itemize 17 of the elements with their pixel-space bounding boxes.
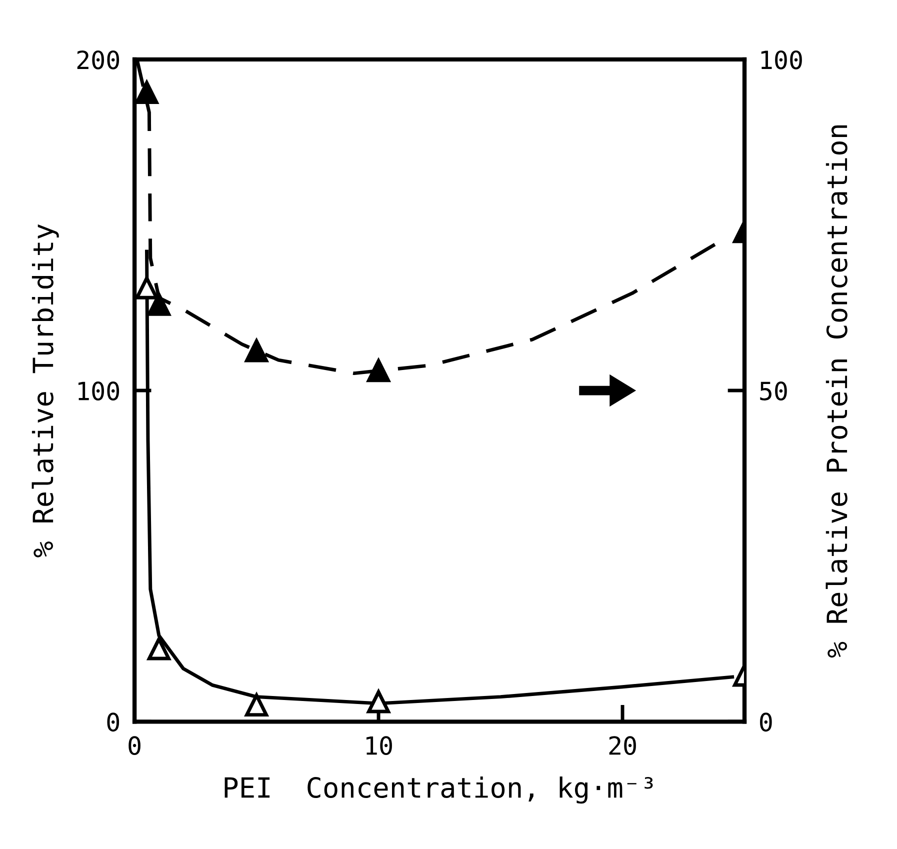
y-tick-label: 0 [107,712,120,732]
x-tick-label: 20 [609,736,636,756]
y2-tick-label: 100 [761,50,802,70]
x-axis-title: PEI Concentration, kg·m⁻³ [224,776,653,804]
point [245,339,268,362]
point [245,694,268,717]
y2-axis-title: % Relative Protein Concentration [826,125,848,658]
y-tick-label: 100 [78,382,120,400]
y2-tick-label: 50 [760,382,787,400]
point [147,637,170,660]
x-tick-label: 10 [366,736,392,756]
point [147,292,170,316]
x-tick-label: 0 [128,736,140,756]
point [135,276,158,300]
y-axis-title: % Relative Turbidity [32,224,59,558]
y2-tick-label: 0 [760,712,772,732]
y-tick-label: 200 [77,50,120,70]
